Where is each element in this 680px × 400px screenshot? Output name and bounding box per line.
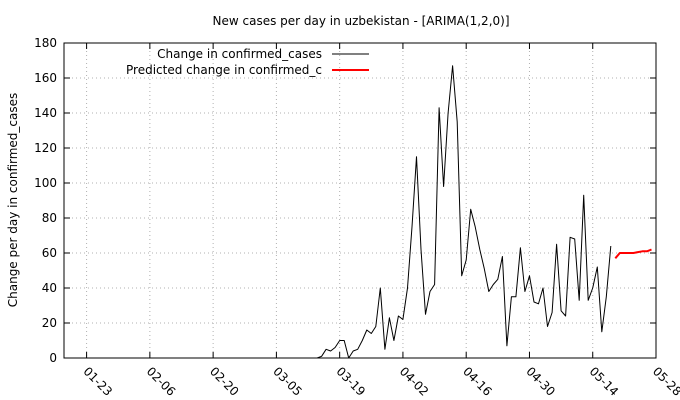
x-tick-label: 05-14	[587, 364, 622, 399]
x-tick-label: 04-02	[397, 364, 432, 399]
y-tick-label: 40	[42, 281, 57, 295]
y-tick-label: 60	[42, 246, 57, 260]
legend-label: Change in confirmed_cases	[157, 47, 322, 61]
y-tick-label: 80	[42, 211, 57, 225]
x-tick-label: 03-19	[334, 364, 369, 399]
x-tick-label: 01-23	[80, 364, 115, 399]
series-layer	[316, 65, 652, 359]
y-tick-label: 120	[34, 141, 57, 155]
x-tick-label: 04-30	[523, 364, 558, 399]
y-tick-label: 180	[34, 36, 57, 50]
x-tick-label: 05-28	[650, 364, 680, 399]
legend: Change in confirmed_cases Predicted chang…	[126, 47, 369, 77]
x-tick-label: 03-05	[270, 364, 305, 399]
y-tick-label: 140	[34, 106, 57, 120]
y-axis-label: Change per day in confirmed_cases	[6, 93, 20, 308]
x-tick-label: 02-20	[207, 364, 242, 399]
y-tick-label: 100	[34, 176, 57, 190]
plot-frame	[63, 42, 657, 359]
x-tick-label: 02-06	[144, 364, 179, 399]
y-tick-label: 0	[49, 351, 57, 365]
y-tick-label: 20	[42, 316, 57, 330]
series-line-predicted	[614, 248, 652, 259]
legend-label: Predicted change in confirmed_c	[126, 63, 322, 77]
x-tick-label: 04-16	[460, 364, 495, 399]
chart-title: New cases per day in uzbekistan - [ARIMA…	[213, 14, 510, 28]
series-line-confirmed	[316, 65, 612, 359]
y-tick-label: 160	[34, 71, 57, 85]
grid-layer	[64, 43, 656, 358]
